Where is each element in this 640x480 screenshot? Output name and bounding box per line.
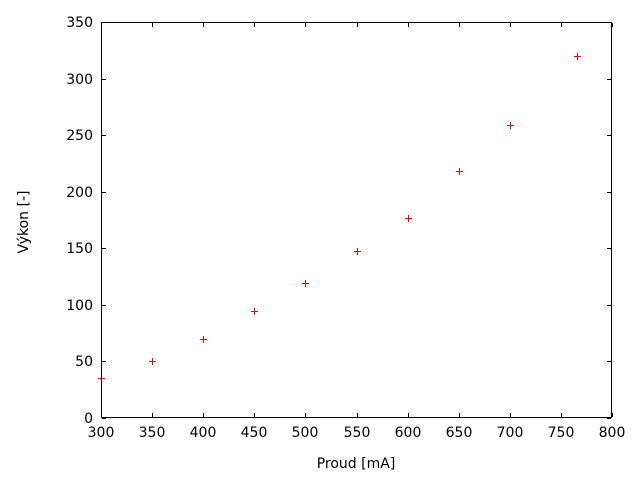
y-tick-left: [102, 135, 106, 136]
data-point-marker: [98, 375, 105, 382]
marker-vertical-bar: [101, 375, 102, 382]
data-point-marker: [456, 168, 463, 175]
data-point-marker: [302, 280, 309, 287]
y-tick-right: [607, 22, 611, 23]
y-tick-label: 200: [66, 185, 93, 201]
x-tick-label: 700: [496, 425, 524, 441]
y-tick-left: [102, 79, 106, 80]
y-tick-label: 350: [66, 15, 93, 31]
x-tick-top: [357, 23, 358, 27]
x-tick-label: 800: [598, 425, 626, 441]
y-tick-label: 100: [66, 298, 93, 314]
x-tick-bottom: [254, 413, 255, 417]
marker-vertical-bar: [254, 308, 255, 315]
x-tick-bottom: [357, 413, 358, 417]
x-tick-top: [254, 23, 255, 27]
data-point-marker: [149, 358, 156, 365]
y-tick-left: [102, 305, 106, 306]
y-tick-label: 0: [84, 411, 93, 427]
marker-vertical-bar: [459, 168, 460, 175]
x-tick-bottom: [510, 413, 511, 417]
y-tick-right: [607, 248, 611, 249]
x-tick-label: 600: [394, 425, 422, 441]
x-axis-title: Proud [mA]: [316, 456, 396, 472]
x-tick-bottom: [612, 413, 613, 417]
x-tick-top: [152, 23, 153, 27]
x-tick-bottom: [152, 413, 153, 417]
y-tick-label: 150: [66, 241, 93, 257]
x-tick-top: [561, 23, 562, 27]
y-tick-label: 50: [75, 354, 93, 370]
marker-vertical-bar: [577, 53, 578, 60]
plot-area: [101, 22, 612, 418]
x-tick-label: 450: [240, 425, 268, 441]
data-point-marker: [507, 122, 514, 129]
y-tick-right: [607, 418, 611, 419]
x-tick-top: [612, 23, 613, 27]
x-tick-label: 650: [445, 425, 473, 441]
x-tick-bottom: [203, 413, 204, 417]
x-tick-label: 300: [87, 425, 115, 441]
x-tick-bottom: [561, 413, 562, 417]
x-tick-top: [408, 23, 409, 27]
y-tick-left: [102, 248, 106, 249]
y-tick-left: [102, 418, 106, 419]
y-tick-label: 300: [66, 72, 93, 88]
y-tick-right: [607, 305, 611, 306]
x-tick-top: [101, 23, 102, 27]
y-axis-title: Výkon [-]: [16, 190, 32, 254]
marker-vertical-bar: [357, 248, 358, 255]
y-tick-right: [607, 79, 611, 80]
marker-vertical-bar: [305, 280, 306, 287]
x-tick-bottom: [305, 413, 306, 417]
data-point-marker: [405, 215, 412, 222]
y-tick-right: [607, 135, 611, 136]
x-tick-label: 550: [343, 425, 371, 441]
y-tick-label: 250: [66, 128, 93, 144]
data-point-marker: [354, 248, 361, 255]
y-tick-left: [102, 22, 106, 23]
x-tick-top: [510, 23, 511, 27]
x-tick-top: [459, 23, 460, 27]
data-point-marker: [574, 53, 581, 60]
x-tick-label: 500: [291, 425, 319, 441]
x-tick-bottom: [101, 413, 102, 417]
y-tick-left: [102, 192, 106, 193]
y-tick-right: [607, 361, 611, 362]
x-tick-top: [305, 23, 306, 27]
x-tick-label: 750: [547, 425, 575, 441]
marker-vertical-bar: [408, 215, 409, 222]
x-tick-bottom: [408, 413, 409, 417]
x-tick-label: 400: [189, 425, 217, 441]
y-tick-left: [102, 361, 106, 362]
y-tick-right: [607, 192, 611, 193]
marker-vertical-bar: [510, 122, 511, 129]
data-point-marker: [200, 336, 207, 343]
data-point-marker: [251, 308, 258, 315]
x-tick-label: 350: [138, 425, 166, 441]
marker-vertical-bar: [152, 358, 153, 365]
x-tick-bottom: [459, 413, 460, 417]
marker-vertical-bar: [203, 336, 204, 343]
x-tick-top: [203, 23, 204, 27]
